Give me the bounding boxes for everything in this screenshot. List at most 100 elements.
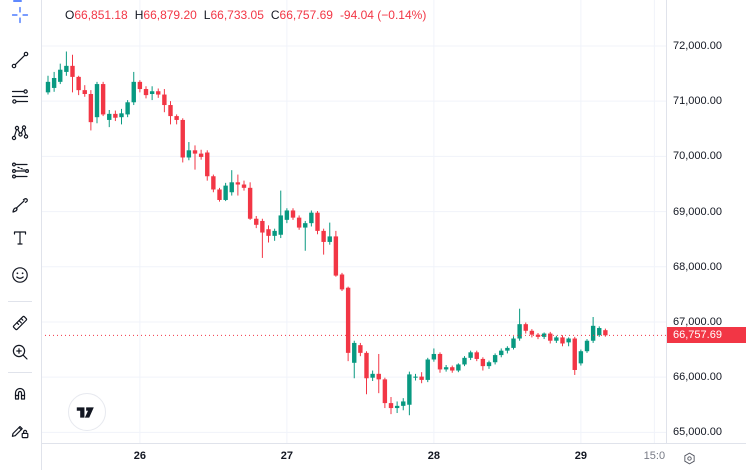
price-tick-label: 72,000.00	[673, 39, 722, 52]
ohlc-legend: O66,851.18 H66,879.20 L66,733.05 C66,757.69…	[65, 8, 426, 22]
candle	[174, 114, 179, 125]
price-axis[interactable]: 66,757.69 72,000.00 71,000.00 70,000.00 69,…	[666, 0, 746, 443]
candle	[180, 118, 185, 163]
candle	[82, 85, 87, 97]
candle	[578, 349, 584, 366]
candle	[450, 365, 455, 373]
time-axis[interactable]: 26 27 28 29 15:0	[41, 443, 746, 470]
price-tick-label: 69,000.00	[673, 205, 722, 218]
candle	[315, 211, 320, 235]
candle	[401, 398, 406, 411]
candle	[100, 81, 106, 117]
candle	[523, 322, 528, 334]
candle	[211, 174, 216, 193]
candle	[474, 350, 479, 362]
toolbar-divider	[8, 372, 32, 373]
candle	[492, 353, 498, 365]
time-tick-label: 28	[427, 450, 440, 462]
text-tool[interactable]	[6, 224, 34, 252]
fib-lines-icon	[11, 89, 29, 104]
smiley-icon	[12, 267, 28, 283]
axis-settings-button[interactable]	[678, 447, 700, 469]
candle	[382, 377, 388, 409]
candle	[486, 360, 492, 369]
candle	[278, 190, 283, 239]
zoom-in-tool[interactable]	[6, 338, 34, 366]
candle	[443, 365, 449, 372]
candle	[321, 228, 326, 255]
candle	[352, 340, 357, 379]
candle	[529, 329, 535, 338]
candle	[45, 75, 51, 95]
candle	[192, 145, 198, 170]
magnet-tool[interactable]	[6, 379, 34, 407]
candle	[186, 142, 192, 161]
chart-surface[interactable]	[41, 0, 666, 443]
trend-line-tool[interactable]	[6, 46, 34, 74]
candle	[70, 54, 75, 93]
ohlc-close: C66,757.69	[270, 8, 333, 22]
candle	[88, 90, 94, 131]
candle	[425, 357, 430, 383]
price-tick-label: 70,000.00	[673, 150, 722, 163]
candle	[309, 210, 314, 227]
crosshair-tool[interactable]	[6, 1, 34, 29]
position-tool[interactable]	[6, 156, 34, 184]
time-tick-label: 27	[280, 450, 293, 462]
ruler-icon	[12, 315, 28, 331]
candle	[597, 326, 602, 337]
gear-icon	[683, 452, 695, 464]
candle	[480, 357, 486, 371]
drawing-toolbar	[0, 0, 42, 470]
ohlc-low: L66,733.05	[203, 8, 264, 22]
candle	[58, 63, 63, 85]
candle	[572, 336, 577, 375]
grid-lines	[41, 0, 666, 443]
candle	[64, 51, 69, 76]
xabcd-pattern-icon	[11, 125, 29, 141]
candle	[554, 335, 559, 343]
candle	[511, 336, 516, 350]
candle	[505, 346, 510, 354]
brush-tool[interactable]	[6, 191, 34, 219]
price-tick-label: 71,000.00	[673, 95, 722, 108]
candle	[394, 401, 400, 414]
candle	[388, 397, 394, 415]
candle	[296, 215, 302, 230]
candle	[462, 356, 467, 367]
candle	[456, 363, 461, 373]
pencil-lock-icon	[11, 425, 29, 439]
emoji-tool[interactable]	[6, 261, 34, 289]
candlestick-chart	[41, 0, 666, 443]
trend-line-icon	[11, 51, 29, 69]
candle	[94, 81, 100, 124]
candle	[407, 371, 412, 416]
candle	[345, 286, 351, 362]
candle	[119, 108, 124, 125]
candle	[266, 225, 271, 243]
candle	[223, 182, 228, 202]
fib-retracement-tool[interactable]	[6, 83, 34, 111]
tradingview-logo[interactable]	[68, 393, 106, 431]
position-lines-icon	[11, 162, 30, 179]
candle	[339, 272, 345, 292]
drawing-lock-tool[interactable]	[6, 416, 34, 444]
candle	[284, 208, 290, 224]
time-tick-label: 26	[133, 450, 146, 462]
candle	[437, 352, 443, 373]
candle	[131, 71, 136, 106]
time-tick-label: 15:0	[643, 450, 666, 462]
candle	[566, 337, 571, 347]
measure-tool[interactable]	[6, 309, 34, 337]
candle	[260, 218, 265, 258]
pattern-tool[interactable]	[6, 119, 34, 147]
candle	[137, 80, 143, 93]
candle	[107, 110, 112, 128]
magnet-icon	[14, 387, 26, 400]
price-tick-label: 68,000.00	[673, 260, 722, 273]
candle	[162, 89, 167, 113]
candlestick-series	[45, 51, 608, 416]
candle	[499, 348, 504, 358]
ohlc-open: O66,851.18	[65, 8, 128, 22]
